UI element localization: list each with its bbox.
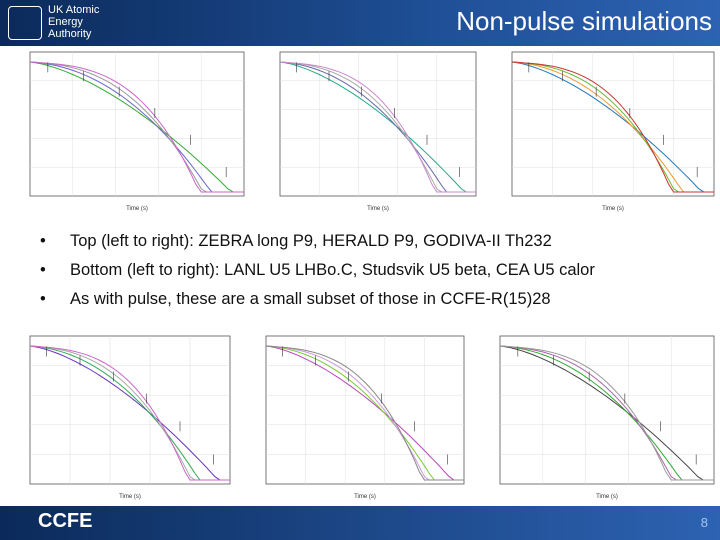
plot-image: Time (s) (29, 51, 245, 212)
bullet: • Top (left to right): ZEBRA long P9, HER… (40, 232, 552, 250)
plot-curve (499, 345, 714, 481)
page-number: 8 (700, 515, 708, 530)
x-axis-label: Time (s) (602, 206, 624, 212)
plot-curve (29, 61, 244, 193)
plot-curve (279, 61, 476, 193)
logo-crest (8, 6, 42, 40)
plot-curve (279, 61, 476, 193)
plot-frame (29, 51, 245, 197)
header: UK Atomic Energy Authority Non-pulse sim… (0, 0, 720, 46)
plot-curve (29, 345, 230, 481)
slide-title: Non-pulse simulations (456, 6, 712, 36)
x-axis-label: Time (s) (354, 494, 376, 500)
plot-curve (499, 345, 714, 481)
bullet-text: Top (left to right): ZEBRA long P9, HERA… (70, 232, 552, 250)
plot-curve (29, 345, 230, 481)
plot-image: Time (s) (499, 335, 715, 500)
plot-image: Time (s) (279, 51, 477, 212)
plot-frame (279, 51, 477, 197)
logo-line: UK Atomic (48, 4, 100, 16)
plot-curve (265, 345, 464, 481)
x-axis-label: Time (s) (367, 206, 389, 212)
bullet: • Bottom (left to right): LANL U5 LHBo.C,… (40, 261, 595, 279)
plot-curve (499, 345, 714, 481)
plot-image: Time (s) (265, 335, 465, 500)
bullet-text: Bottom (left to right): LANL U5 LHBo.C, … (70, 261, 595, 279)
plot-curve (499, 345, 714, 481)
plot-curve (29, 61, 244, 193)
plot-frame (511, 51, 715, 197)
x-axis-label: Time (s) (119, 494, 141, 500)
plot-curve (511, 61, 714, 193)
plot-curve (265, 345, 464, 481)
plot-curve (279, 61, 476, 193)
x-axis-label: Time (s) (126, 206, 148, 212)
footer-logo: CCFE (38, 510, 93, 532)
plot-frame (29, 335, 231, 485)
x-axis-label: Time (s) (596, 494, 618, 500)
plot-image: Time (s) (29, 335, 231, 500)
plot-curve (511, 61, 714, 193)
plot-image: Time (s) (511, 51, 715, 212)
plot-curve (511, 61, 714, 193)
plot-curve (29, 345, 230, 481)
logo-line: Energy (48, 16, 83, 28)
plot-frame (499, 335, 715, 485)
plot-curve (279, 61, 476, 193)
plot-curve (265, 345, 464, 481)
bullet-text: As with pulse, these are a small subset … (70, 290, 551, 308)
plot-curve (29, 345, 230, 481)
footer: CCFE 8 (0, 506, 720, 540)
plot-curve (29, 61, 244, 193)
plot-curve (511, 61, 714, 193)
logo-line: Authority (48, 28, 92, 40)
bullet: • As with pulse, these are a small subset… (40, 290, 551, 308)
plot-curve (265, 345, 464, 481)
plot-curve (29, 61, 244, 193)
bullet-list: • Top (left to right): ZEBRA long P9, HER… (40, 232, 595, 319)
plot-frame (265, 335, 465, 485)
logo-text: UK Atomic Energy Authority (48, 4, 99, 40)
